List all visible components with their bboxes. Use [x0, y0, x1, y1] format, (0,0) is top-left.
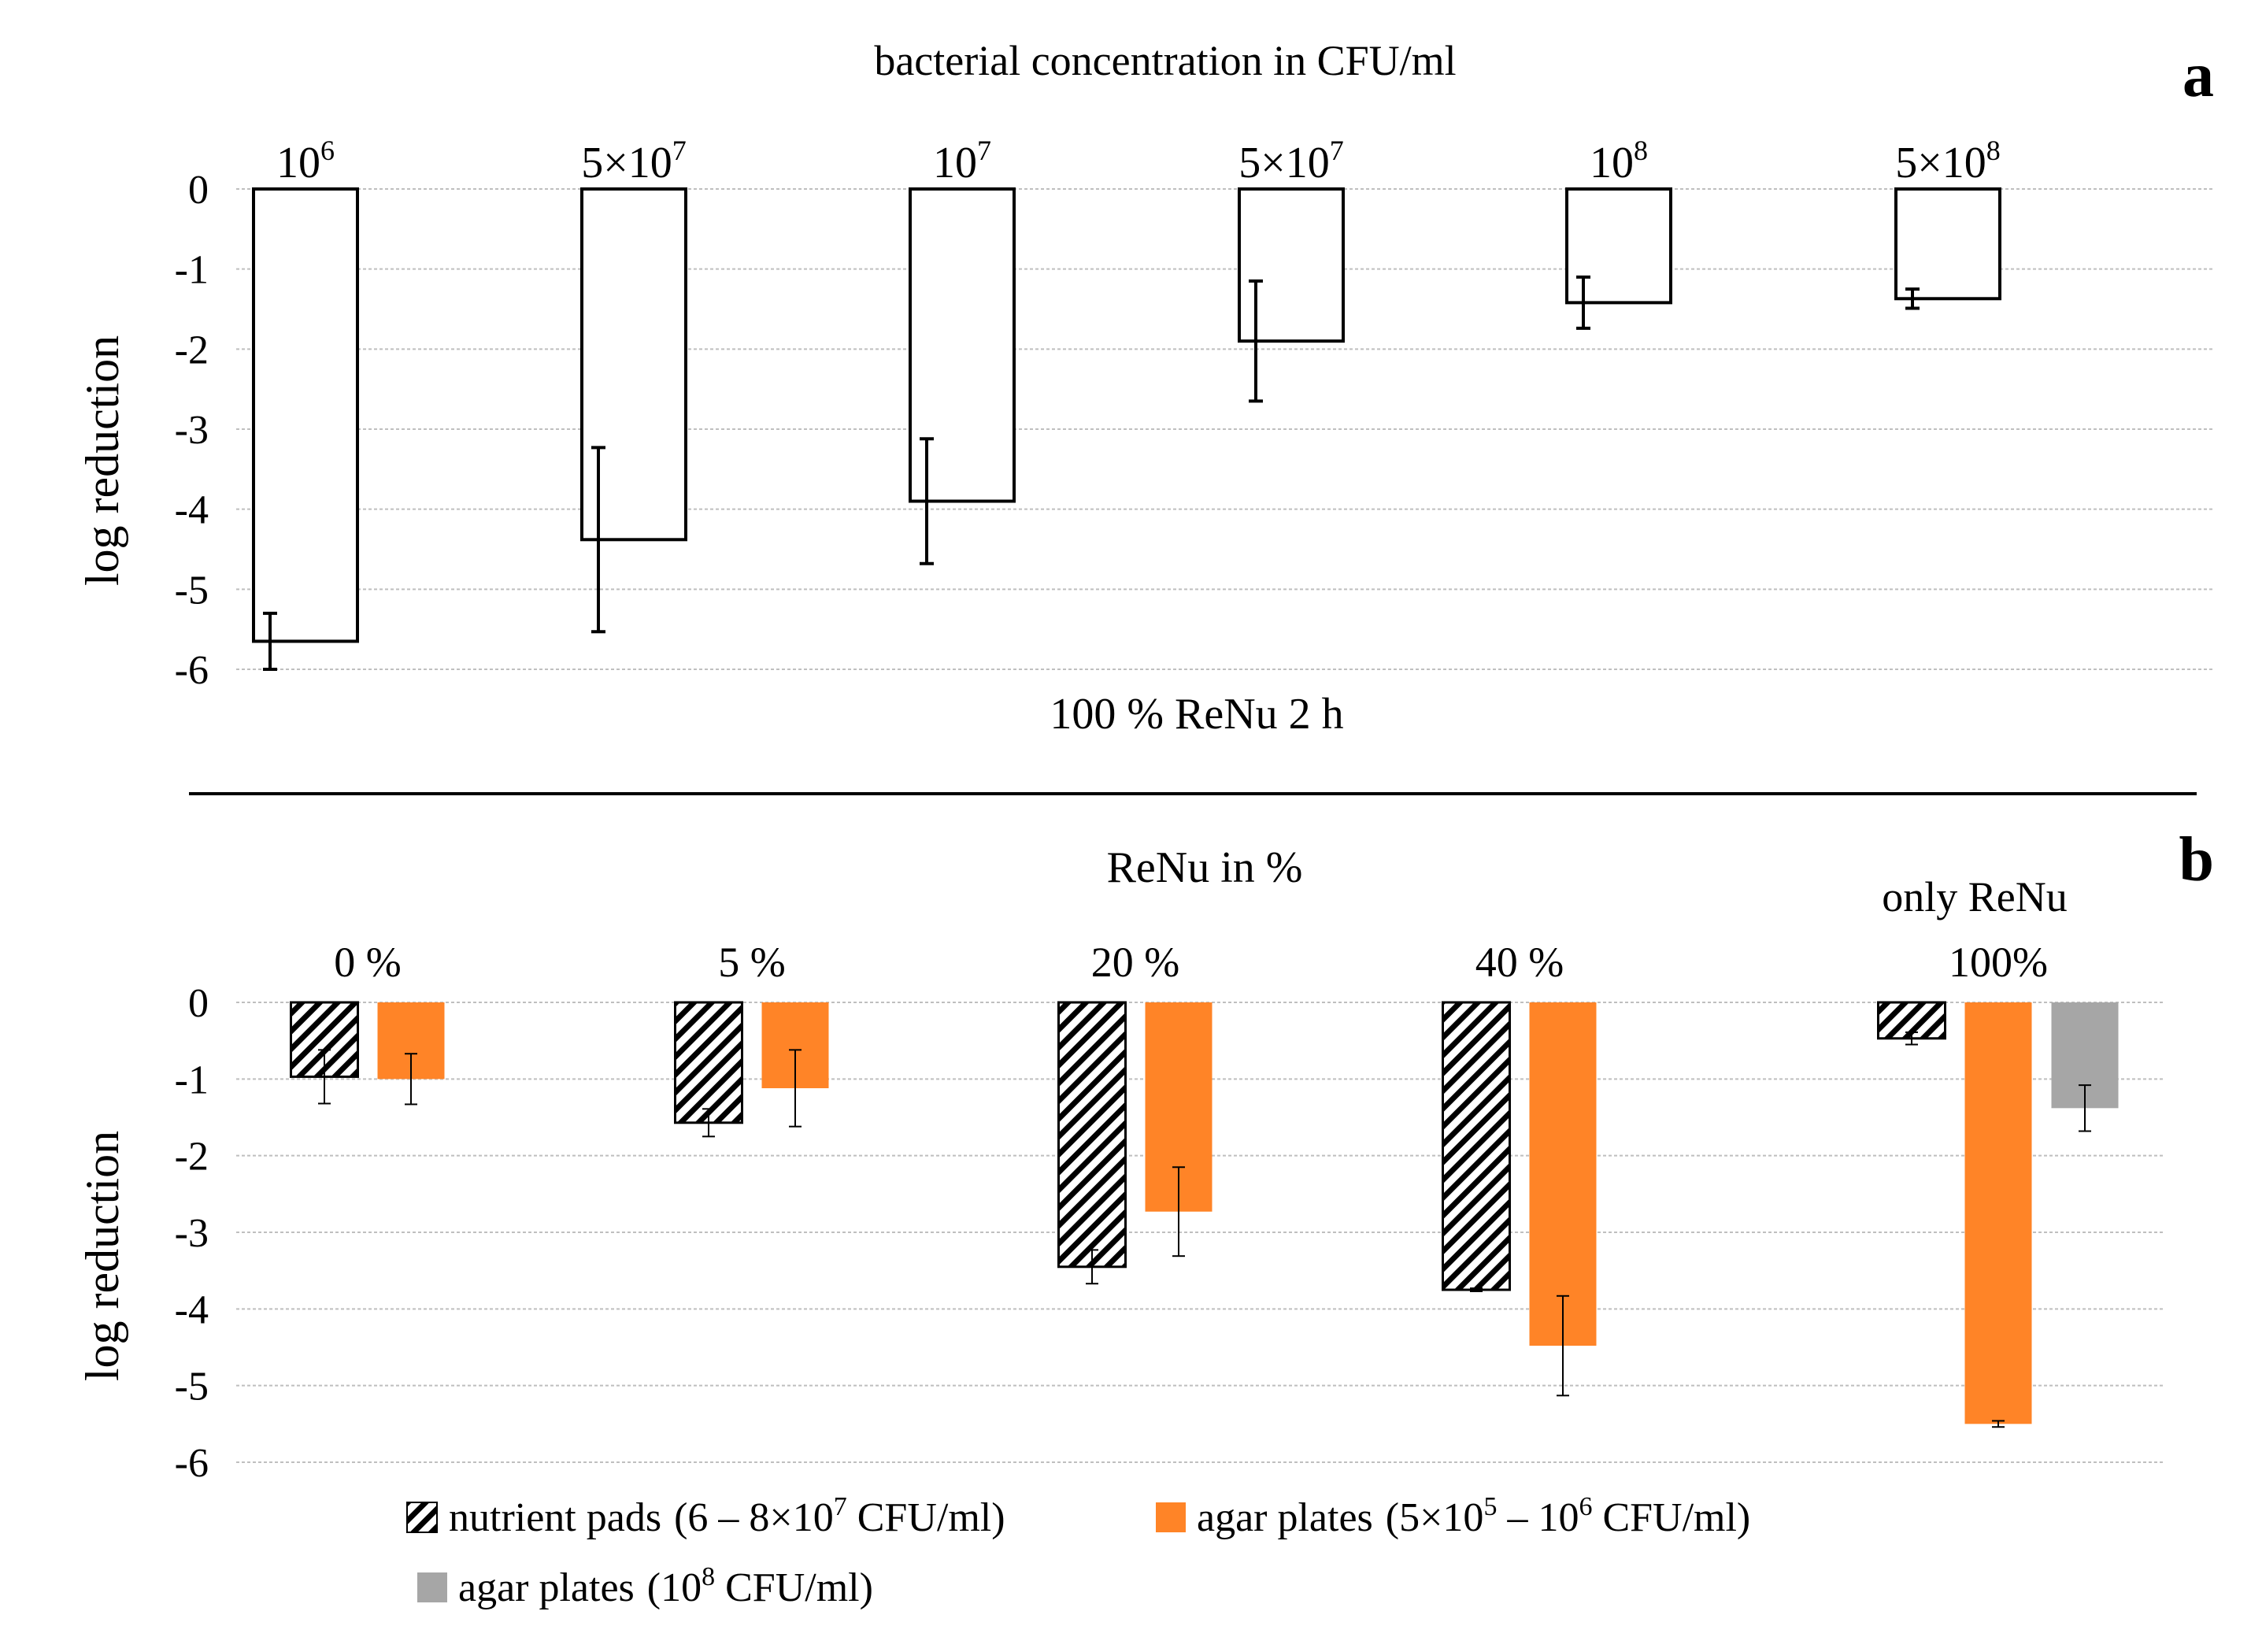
- panel-b-ytick-label: -1: [175, 1058, 209, 1102]
- panel-b-bar-series-1: [1964, 1002, 2032, 1424]
- panel-a-bar: [1894, 187, 2001, 301]
- panel-a-bars: [252, 187, 2001, 671]
- panel-a-category-labels: 106 5×107 107 5×107 108 5×108: [276, 135, 2001, 187]
- panel-b-ytick-label: -6: [175, 1441, 209, 1486]
- panel-b-bars: [290, 1001, 2119, 1428]
- panel-b-category-labels: 0 % 5 % 20 % 40 % 100%: [334, 939, 2048, 986]
- panel-b-ytick-label: -2: [175, 1135, 209, 1180]
- panel-a-category-label: 5×107: [1238, 135, 1344, 187]
- panel-b-bar-series-0: [1442, 1001, 1511, 1291]
- panel-a-ytick-label: 0: [188, 168, 209, 213]
- panel-b-y-axis: 0 -1 -2 -3 -4 -5 -6: [175, 981, 209, 1486]
- panel-b-category-label: 100%: [1949, 939, 2048, 986]
- panel-a-gridlines: [236, 188, 2212, 670]
- legend-text-1: nutrient pads (6 – 8×107 CFU/ml): [449, 1492, 1005, 1540]
- panel-a-ytick-label: -2: [175, 328, 209, 372]
- legend-swatch-hatch: [406, 1502, 438, 1533]
- legend-item-agar-plates-low: agar plates (5×105 – 106 CFU/ml): [1156, 1492, 1750, 1540]
- panel-a-label: a: [2183, 41, 2214, 110]
- panel-a-category-label: 5×108: [1895, 135, 2001, 187]
- panel-a-ytick-label: -6: [175, 648, 209, 693]
- panel-a-category-label: 107: [933, 135, 991, 187]
- panel-b-category-label: 20 %: [1091, 939, 1179, 986]
- panel-a-category-label: 5×107: [581, 135, 687, 187]
- legend-text-2: agar plates (5×105 – 106 CFU/ml): [1197, 1492, 1750, 1540]
- legend-text-3: agar plates (108 CFU/ml): [458, 1562, 873, 1610]
- panel-b: ReNu in % b log reduction only ReNu 0 -1 -…: [76, 825, 2214, 1610]
- panel-b-ytick-label: -3: [175, 1211, 209, 1256]
- legend-item-agar-plates-high: agar plates (108 CFU/ml): [417, 1562, 873, 1610]
- panel-b-bar-series-0: [1057, 1001, 1127, 1269]
- panel-b-ytick-label: 0: [188, 981, 209, 1026]
- panel-a-ytick-label: -4: [175, 488, 209, 533]
- panel-a-bar: [580, 187, 687, 542]
- panel-a: bacterial concentration in CFU/ml a 100 …: [76, 37, 2214, 739]
- panel-b-ytick-label: -5: [175, 1365, 209, 1409]
- panel-a-category-label: 106: [276, 135, 335, 187]
- legend-swatch-gray: [417, 1572, 447, 1602]
- panel-a-ytick-label: -1: [175, 248, 209, 293]
- panel-b-category-label: 0 %: [334, 939, 401, 986]
- panel-b-category-label: 5 %: [718, 939, 785, 986]
- panel-a-ytick-label: -5: [175, 568, 209, 613]
- panel-b-label: b: [2179, 825, 2215, 895]
- panel-a-category-label: 108: [1590, 135, 1648, 187]
- panel-a-ytick-label: -3: [175, 408, 209, 453]
- panel-b-ylabel: log reduction: [76, 1131, 128, 1381]
- panel-b-bar-series-0: [674, 1001, 743, 1124]
- panel-b-bar-series-1: [1529, 1002, 1597, 1346]
- panel-b-group-note: only ReNu: [1882, 873, 2068, 920]
- legend-swatch-orange: [1156, 1502, 1186, 1532]
- panel-a-title: bacterial concentration in CFU/ml: [874, 37, 1456, 84]
- panel-a-bar: [252, 187, 359, 643]
- panel-b-ytick-label: -4: [175, 1287, 209, 1332]
- panel-b-title: ReNu in %: [1107, 843, 1303, 892]
- panel-a-xlabel: 100 % ReNu 2 h: [1050, 690, 1343, 739]
- legend: nutrient pads (6 – 8×107 CFU/ml) agar pla…: [406, 1492, 1750, 1610]
- panel-a-ylabel: log reduction: [76, 335, 128, 586]
- legend-item-nutrient-pads: nutrient pads (6 – 8×107 CFU/ml): [406, 1492, 1005, 1540]
- panel-b-category-label: 40 %: [1475, 939, 1564, 986]
- panel-a-y-axis: 0 -1 -2 -3 -4 -5 -6: [175, 168, 209, 693]
